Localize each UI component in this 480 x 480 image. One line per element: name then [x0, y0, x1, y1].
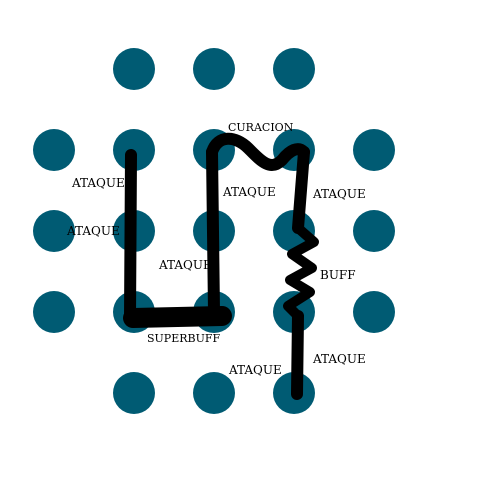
path-left-vertical	[124, 149, 137, 324]
label-superbuff: SUPERBUFF	[147, 332, 221, 345]
grid-dot-r2-c0[interactable]	[33, 210, 75, 252]
label-ataque-right-top: ATAQUE	[312, 187, 366, 201]
path-right-vertical	[292, 146, 310, 234]
label-curacion: CURACION	[228, 121, 294, 134]
grid-dot-r4-c2[interactable]	[193, 372, 235, 414]
path-middle-vertical	[206, 146, 220, 318]
grid-dot-r3-c0[interactable]	[33, 291, 75, 333]
label-ataque-center-mid: ATAQUE	[158, 258, 212, 272]
label-ataque-center-top: ATAQUE	[222, 185, 276, 199]
grid-dot-r2-c4[interactable]	[353, 210, 395, 252]
grid-dot-r1-c4[interactable]	[353, 129, 395, 171]
drawn-paths	[123, 132, 319, 400]
label-ataque-left-mid: ATAQUE	[66, 224, 120, 238]
labels: CURACION ATAQUE ATAQUE ATAQUE ATAQUE ATA…	[66, 121, 366, 377]
label-ataque-bottom-right: ATAQUE	[312, 352, 366, 366]
grid-dot-r1-c0[interactable]	[33, 129, 75, 171]
grid-dot-r3-c4[interactable]	[353, 291, 395, 333]
path-superbuff-bar	[123, 306, 232, 328]
grid-dot-r0-c3[interactable]	[273, 48, 315, 90]
path-bottom-vertical	[291, 310, 304, 400]
label-ataque-bottom-center: ATAQUE	[228, 363, 282, 377]
path-buff-zigzag	[283, 223, 319, 321]
grid-dot-r0-c1[interactable]	[113, 48, 155, 90]
label-ataque-left-top: ATAQUE	[71, 176, 125, 190]
grid-dot-r0-c2[interactable]	[193, 48, 235, 90]
grid-dot-r4-c1[interactable]	[113, 372, 155, 414]
path-curacion-wave	[206, 132, 310, 171]
label-buff: BUFF	[320, 268, 356, 282]
